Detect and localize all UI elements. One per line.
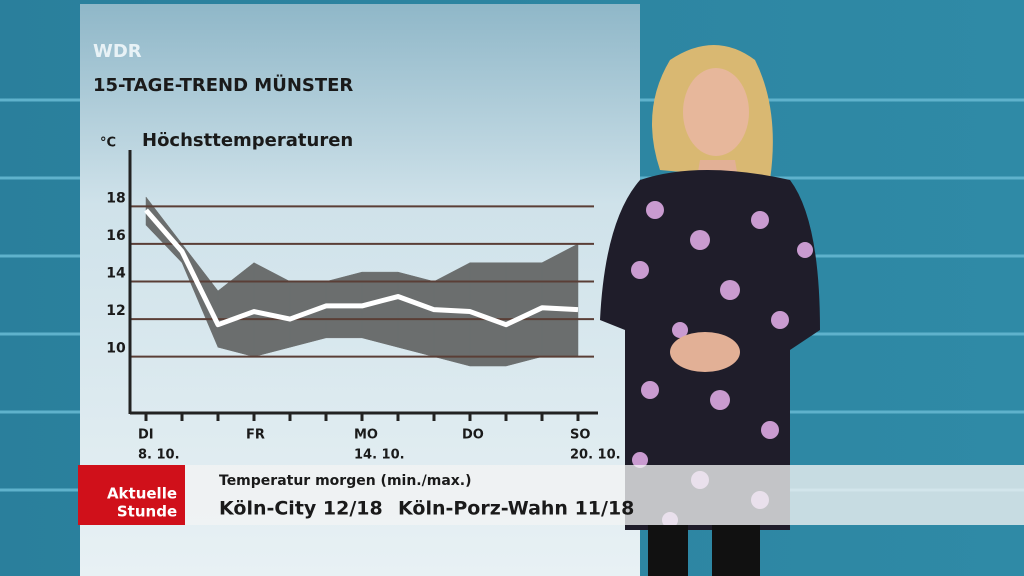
ticker-band (78, 465, 1024, 525)
spread-band (541, 243, 579, 357)
x-tick-label: MO (354, 428, 378, 443)
page-title: 15-TAGE-TREND MÜNSTER (93, 74, 353, 96)
x-tick-label: FR (246, 428, 265, 443)
y-tick-label: 10 (106, 341, 126, 357)
x-tick-date: 14. 10. (354, 448, 405, 463)
x-tick-label: SO (570, 428, 590, 443)
plot: 10 12 14 16 18 DI 8. 10. FR MO 14. 10. DO SO 20. 10. (106, 190, 620, 462)
x-tick-date: 8. 10. (138, 448, 180, 463)
y-tick-label: 14 (106, 266, 126, 282)
ticker-logo: Aktuelle (107, 485, 177, 503)
y-tick-label: 16 (106, 228, 125, 244)
channel-logo: WDR (93, 41, 142, 62)
spread-band (397, 271, 435, 357)
ticker-logo: Stunde (117, 503, 177, 521)
y-tick-label: 12 (106, 303, 125, 319)
spread-band (361, 271, 399, 348)
ticker-item: Köln-City 12/18 (219, 498, 383, 520)
presenter (600, 45, 820, 576)
ticker-heading: Temperatur morgen (min./max.) (219, 473, 472, 489)
ticker-logo-box (78, 465, 185, 525)
x-tick-label: DI (138, 428, 154, 443)
ticker-item: Köln-Porz-Wahn 11/18 (398, 498, 634, 520)
y-tick-label: 18 (106, 190, 125, 206)
y-unit: °C (100, 136, 116, 151)
chart-title: Höchsttemperaturen (142, 130, 353, 151)
temperature-line (144, 208, 579, 328)
x-tick-date: 20. 10. (570, 448, 621, 463)
x-tick-label: DO (462, 428, 484, 443)
